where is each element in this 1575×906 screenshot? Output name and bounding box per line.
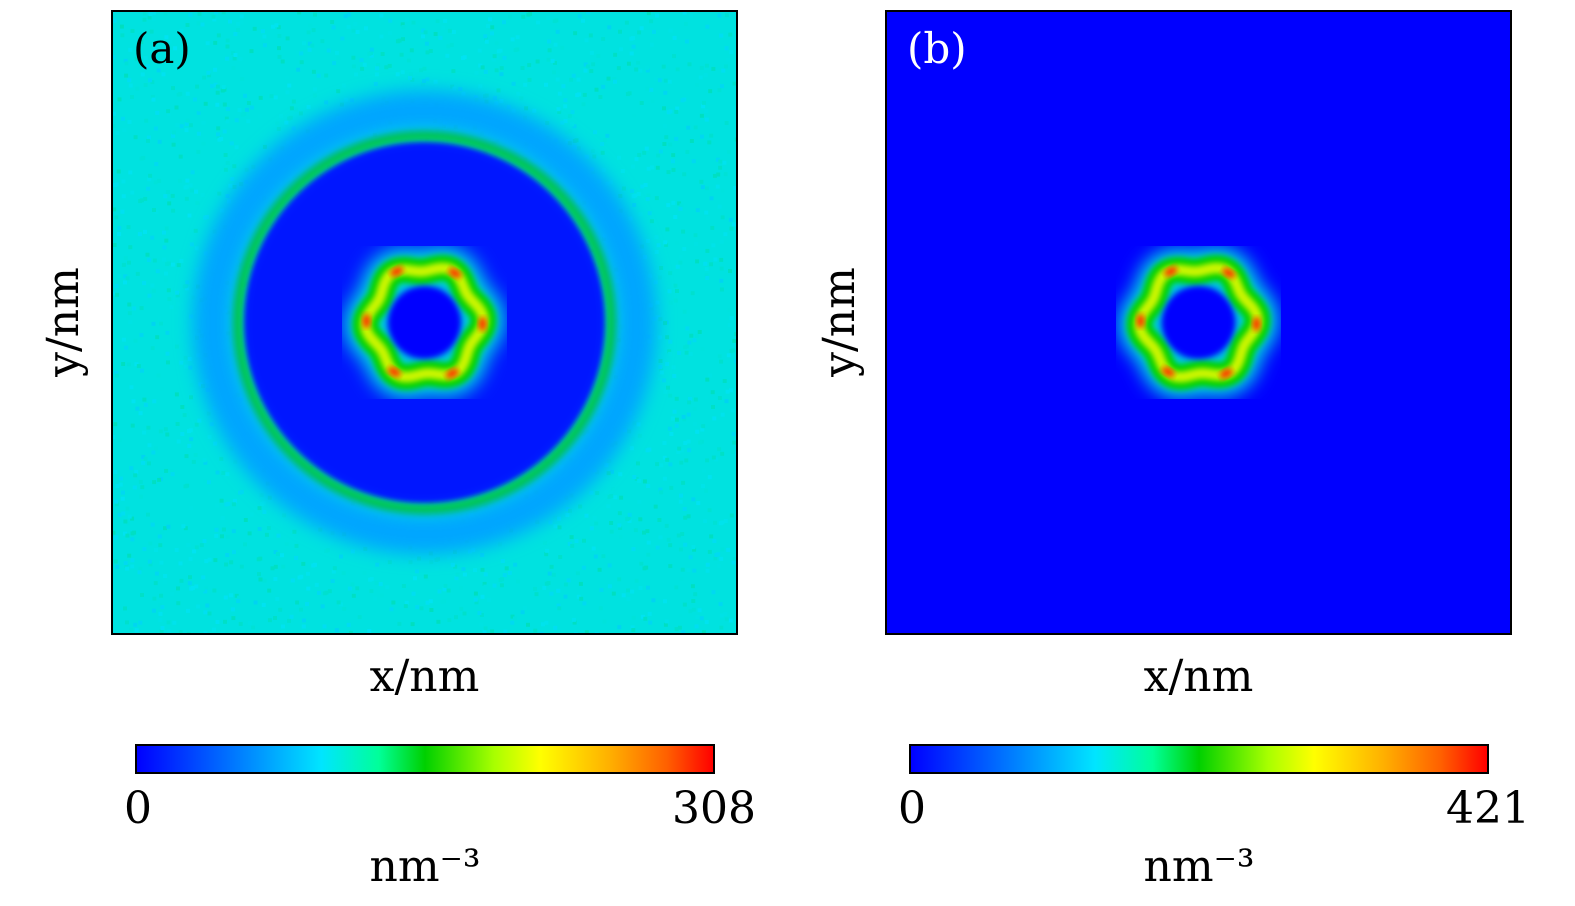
density-peak bbox=[448, 268, 462, 279]
hexagonal-ring bbox=[344, 246, 505, 399]
density-peak bbox=[1136, 314, 1145, 328]
colorbar-unit-b: nm⁻³ bbox=[1143, 841, 1255, 892]
y-axis-label-a: y/nm bbox=[38, 267, 89, 377]
panel-label-a: (a) bbox=[133, 24, 191, 73]
x-axis-label-a: x/nm bbox=[369, 651, 480, 702]
colorbar-min-label-a: 0 bbox=[124, 783, 152, 834]
colorbar-min-label-b: 0 bbox=[898, 783, 926, 834]
y-axis-label-b: y/nm bbox=[814, 267, 865, 377]
density-peak bbox=[445, 368, 459, 379]
colorbar-max-label-b: 421 bbox=[1446, 783, 1530, 834]
density-peak bbox=[390, 266, 404, 277]
density-peak bbox=[478, 317, 487, 331]
density-peak bbox=[1252, 317, 1261, 331]
density-peak bbox=[1222, 268, 1236, 279]
panel-label-b: (b) bbox=[907, 24, 967, 73]
density-peak bbox=[387, 366, 401, 377]
heatmap-panel-a: (a) bbox=[111, 10, 738, 635]
colorbar-a bbox=[135, 744, 715, 774]
colorbar-b bbox=[909, 744, 1489, 774]
density-peak bbox=[362, 314, 371, 328]
density-peak bbox=[1219, 368, 1233, 379]
circular-shell bbox=[231, 129, 618, 516]
hexagonal-ring bbox=[1118, 246, 1279, 399]
colorbar-max-label-a: 308 bbox=[672, 783, 756, 834]
heatmap-a bbox=[111, 10, 738, 635]
density-peak bbox=[1161, 366, 1175, 377]
colorbar-unit-a: nm⁻³ bbox=[369, 841, 481, 892]
heatmap-panel-b: (b) bbox=[885, 10, 1512, 635]
density-peak bbox=[1164, 266, 1178, 277]
x-axis-label-b: x/nm bbox=[1143, 651, 1254, 702]
heatmap-b bbox=[885, 10, 1512, 635]
depletion-shell bbox=[192, 90, 657, 555]
